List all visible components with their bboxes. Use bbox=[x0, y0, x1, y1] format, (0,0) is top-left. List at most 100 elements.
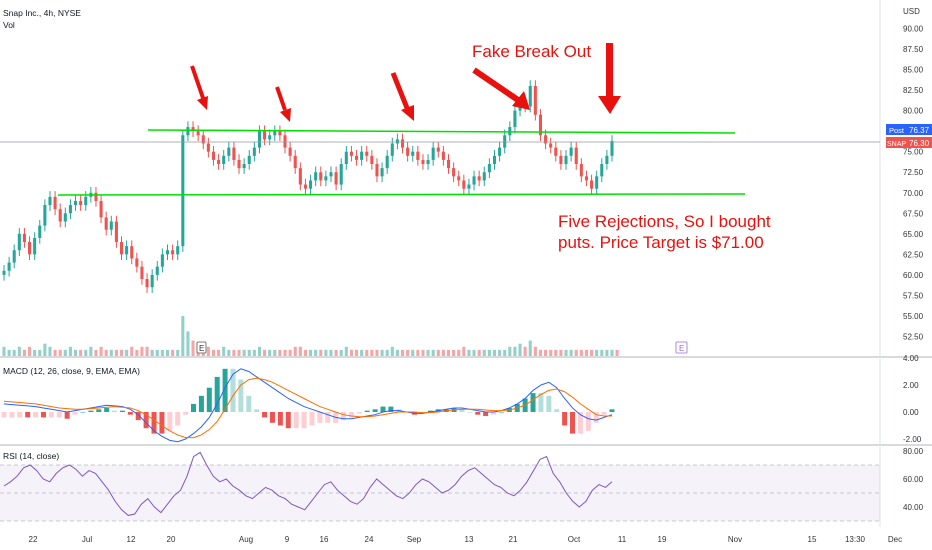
time-tick-label: 16 bbox=[320, 535, 329, 544]
support-trendline[interactable] bbox=[57, 193, 746, 196]
volume-bar bbox=[431, 349, 435, 356]
snap-badge-label: SNAP bbox=[887, 141, 906, 148]
macd-legend[interactable]: MACD (12, 26, close, 9, EMA, EMA) bbox=[3, 366, 140, 376]
macd-tick-label: -2.00 bbox=[903, 435, 922, 444]
volume-bar bbox=[99, 346, 103, 356]
candle-body bbox=[416, 151, 420, 160]
snap-price-box bbox=[906, 137, 932, 148]
time-tick-label: 11 bbox=[618, 535, 627, 544]
macd-histogram-bar bbox=[214, 376, 220, 412]
candle-body bbox=[196, 131, 200, 136]
macd-histogram-bar bbox=[112, 410, 118, 412]
candle-body bbox=[411, 151, 415, 156]
macd-histogram-bar bbox=[585, 412, 591, 431]
macd-histogram-bar bbox=[238, 379, 244, 412]
currency-label: USD bbox=[903, 7, 920, 16]
snap-price-value: 76.30 bbox=[909, 139, 930, 148]
volume-bar bbox=[63, 349, 67, 356]
candle-body bbox=[298, 168, 302, 185]
volume-legend[interactable]: Vol bbox=[3, 20, 15, 30]
candle-body bbox=[17, 233, 21, 251]
candle-body bbox=[160, 254, 164, 267]
earnings-marker-past[interactable] bbox=[196, 341, 207, 354]
candle-body bbox=[186, 127, 190, 136]
volume-bar bbox=[544, 349, 548, 356]
earnings-marker-upcoming[interactable] bbox=[675, 341, 688, 354]
volume-bar bbox=[298, 346, 302, 356]
macd-histogram-bar bbox=[562, 412, 568, 426]
candle-body bbox=[217, 159, 221, 165]
candle-body bbox=[84, 196, 88, 206]
macd-histogram-bar bbox=[135, 412, 141, 421]
macd-histogram-bar bbox=[64, 412, 70, 419]
volume-bar bbox=[538, 349, 543, 356]
macd-histogram-bar bbox=[25, 412, 31, 418]
candle-body bbox=[165, 250, 170, 255]
candle-body bbox=[380, 168, 384, 177]
candle-body bbox=[400, 139, 405, 148]
volume-bar bbox=[135, 349, 139, 356]
candle-body bbox=[237, 159, 241, 169]
volume-bar bbox=[12, 349, 16, 356]
price-tick-label: 87.50 bbox=[903, 45, 924, 54]
volume-bar bbox=[222, 346, 226, 356]
macd-histogram-bar bbox=[459, 409, 465, 412]
macd-histogram-bar bbox=[309, 412, 315, 426]
volume-bar bbox=[33, 349, 37, 356]
volume-bar bbox=[523, 346, 527, 356]
volume-bar bbox=[406, 349, 410, 356]
volume-bar bbox=[498, 349, 502, 356]
volume-bar bbox=[533, 346, 537, 356]
resistance-trendline[interactable] bbox=[147, 129, 736, 134]
macd-histogram-bar bbox=[48, 412, 54, 418]
time-tick-label: Oct bbox=[568, 535, 581, 544]
macd-histogram-bar bbox=[538, 393, 544, 412]
candle-body bbox=[406, 147, 410, 156]
macd-histogram-bar bbox=[609, 409, 615, 412]
rejection-arrow-5 bbox=[598, 43, 621, 114]
macd-tick-label: 4.00 bbox=[903, 354, 919, 363]
volume-bar bbox=[416, 349, 420, 356]
symbol-legend[interactable]: Snap Inc., 4h, NYSE bbox=[3, 8, 81, 18]
candle-body bbox=[467, 184, 471, 189]
time-tick-label: 19 bbox=[658, 535, 667, 544]
candle-body bbox=[12, 250, 16, 263]
candle-body bbox=[43, 205, 47, 226]
volume-bar bbox=[109, 349, 113, 356]
post-badge-label: Post bbox=[889, 126, 905, 135]
time-tick-label: Sep bbox=[407, 535, 422, 544]
volume-bar bbox=[53, 349, 57, 356]
volume-bar bbox=[125, 349, 129, 356]
volume-bar bbox=[441, 349, 445, 356]
candle-body bbox=[155, 266, 159, 275]
candle-body bbox=[344, 151, 348, 165]
volume-bar bbox=[380, 349, 384, 356]
candle-body bbox=[191, 127, 195, 132]
candle-body bbox=[390, 143, 394, 156]
signal-line bbox=[3, 377, 612, 439]
volume-bar bbox=[590, 349, 594, 356]
candle-body bbox=[242, 164, 246, 169]
candle-body bbox=[477, 176, 481, 181]
volume-bar bbox=[446, 349, 451, 356]
volume-bar bbox=[237, 349, 241, 356]
volume-bar bbox=[43, 343, 47, 356]
candle-body bbox=[181, 135, 185, 247]
candle-body bbox=[211, 151, 216, 160]
candle-body bbox=[309, 180, 313, 189]
price-tick-label: 70.00 bbox=[903, 189, 924, 198]
macd-histogram-bar bbox=[593, 412, 599, 423]
volume-bar bbox=[457, 349, 461, 356]
rsi-legend[interactable]: RSI (14, close) bbox=[3, 451, 59, 461]
candle-body bbox=[595, 176, 599, 189]
candle-body bbox=[554, 147, 558, 156]
candle-body bbox=[201, 135, 205, 144]
macd-histogram-bar bbox=[104, 407, 110, 412]
price-tick-label: 72.50 bbox=[903, 168, 924, 177]
macd-histogram-bar bbox=[570, 412, 576, 434]
volume-bar bbox=[528, 340, 532, 356]
volume-bar bbox=[38, 349, 42, 356]
candle-body bbox=[135, 258, 139, 267]
volume-bar bbox=[426, 349, 430, 356]
